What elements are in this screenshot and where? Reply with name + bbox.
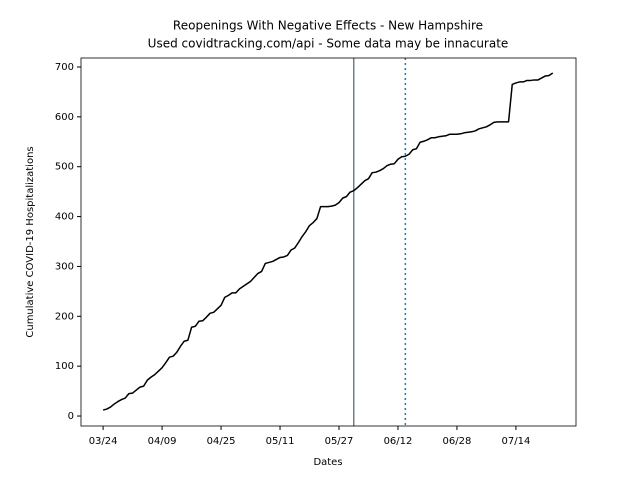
- x-tick-label: 05/27: [325, 436, 354, 447]
- data-line: [102, 72, 554, 411]
- plot-frame: [80, 57, 577, 427]
- x-axis-label: Dates: [313, 457, 342, 468]
- x-tick-label: 07/14: [502, 436, 531, 447]
- y-tick-label: 100: [55, 361, 74, 372]
- x-tick-label: 05/11: [266, 436, 295, 447]
- x-tick-label: 06/28: [443, 436, 472, 447]
- y-axis-label: Cumulative COVID-19 Hospitalizations: [25, 146, 36, 337]
- x-tick-label: 04/25: [207, 436, 236, 447]
- y-tick-label: 200: [55, 311, 74, 322]
- x-tick-label: 04/09: [148, 436, 177, 447]
- x-tick-label: 06/12: [384, 436, 413, 447]
- y-tick-label: 600: [55, 112, 74, 123]
- y-tick-label: 700: [55, 62, 74, 73]
- y-tick-label: 400: [55, 212, 74, 223]
- y-tick-label: 0: [68, 411, 74, 422]
- y-tick-label: 500: [55, 162, 74, 173]
- x-tick-label: 03/24: [89, 436, 118, 447]
- chart-title: Reopenings With Negative Effects - New H…: [173, 19, 483, 33]
- y-tick-label: 300: [55, 261, 74, 272]
- chart-subtitle: Used covidtracking.com/api - Some data m…: [148, 37, 509, 51]
